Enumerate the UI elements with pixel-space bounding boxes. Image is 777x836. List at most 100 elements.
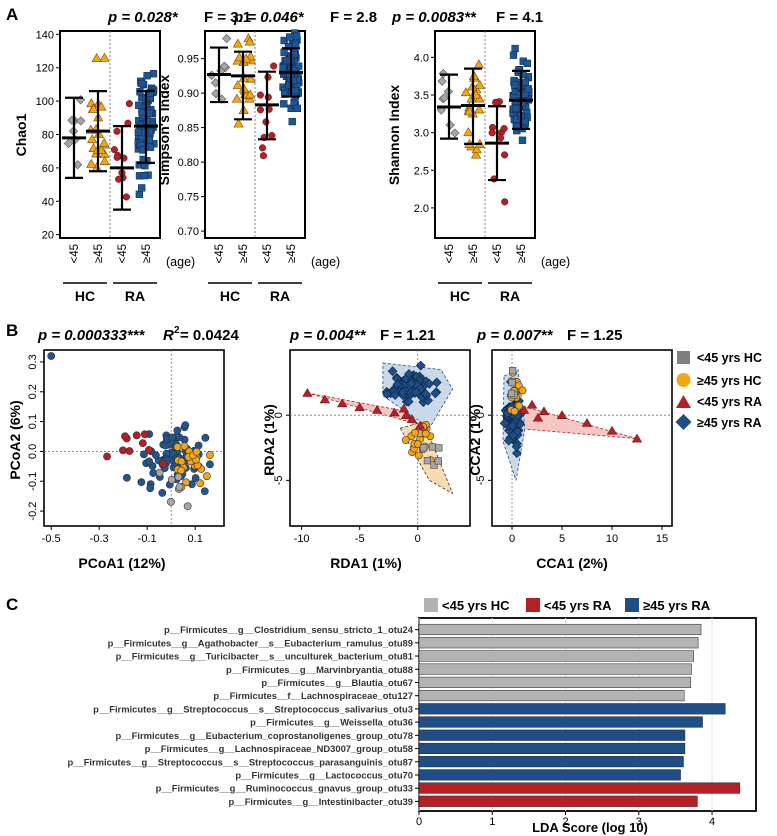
y-tick-label: 60 [42, 163, 54, 175]
data-point [222, 33, 232, 44]
y-tick-label: -5 [475, 475, 487, 485]
x-tick-label: 0 [415, 533, 421, 545]
data-point [196, 479, 205, 488]
data-point [507, 420, 518, 431]
legend-b-swatch-hc-lt45 [677, 351, 690, 364]
data-point [474, 104, 485, 114]
data-point [231, 93, 243, 103]
data-point [122, 193, 130, 201]
data-point [86, 158, 97, 168]
data-point [437, 76, 447, 86]
y-tick-label: 0.0 [27, 444, 39, 459]
data-point [387, 366, 398, 377]
data-point [434, 457, 442, 465]
y-tick-label: 4.0 [414, 52, 429, 64]
data-point [292, 40, 300, 49]
data-point [404, 369, 414, 379]
data-point [414, 440, 422, 448]
age-label: (age) [541, 255, 570, 269]
data-point [88, 103, 99, 113]
data-point [511, 44, 519, 53]
cca-ylabel: CCA2 (1%) [467, 404, 483, 476]
data-point [526, 399, 538, 409]
data-point [256, 91, 264, 99]
data-point [151, 451, 160, 460]
data-point [219, 61, 229, 71]
age-label: (age) [311, 255, 340, 269]
y-tick-label: 80 [42, 130, 54, 142]
y-tick-label: 3.5 [414, 90, 429, 102]
x-tick-label: ≥45 [93, 244, 105, 263]
x-tick-label: 1 [489, 816, 495, 828]
data-point [76, 116, 86, 126]
data-point [414, 420, 426, 430]
x-tick-label: 5 [559, 533, 565, 545]
data-point [294, 62, 303, 70]
data-point [279, 64, 287, 72]
y-tick-label: 0.95 [178, 54, 199, 66]
data-point [286, 33, 294, 41]
lda-bar [418, 769, 681, 781]
hull-ra-lt45 [508, 401, 638, 440]
x-tick-label: 10 [606, 533, 618, 545]
data-point [158, 489, 167, 497]
data-point [424, 378, 435, 389]
data-point [471, 144, 482, 154]
data-point [289, 76, 297, 85]
data-point [245, 89, 256, 99]
data-point [201, 433, 210, 442]
data-point [415, 360, 426, 371]
pcoa-title-p: p = 0.000333*** [37, 327, 145, 344]
data-point [155, 468, 164, 477]
data-point [403, 396, 414, 407]
lda-bar [418, 703, 726, 715]
lda-bar-label: p__Firmicutes__g__Turicibacter__s__uncul… [116, 651, 413, 662]
lda-bar-label: p__Firmicutes__g__Weissella_otu36 [250, 717, 413, 728]
data-point [389, 407, 400, 417]
panel-label-b: B [6, 321, 18, 340]
data-point [270, 62, 278, 70]
lda-legend-swatch-hc-lt45 [424, 598, 438, 612]
data-point [173, 426, 182, 435]
data-point [202, 472, 211, 481]
data-point [288, 117, 296, 126]
data-point [398, 403, 410, 413]
rda-title-p: p = 0.004** [289, 327, 367, 344]
data-point [258, 144, 267, 152]
data-point [103, 452, 111, 461]
age-label: (age) [166, 255, 195, 269]
pcoa-chart: p = 0.000333*** R 2 = 0.0424 PCoA1 (12%)… [7, 325, 239, 571]
x-tick-label: -5 [355, 533, 365, 545]
data-point [177, 466, 186, 475]
legend-b-ra-ge45: ≥45 yrs RA [697, 416, 762, 430]
data-point [175, 483, 184, 491]
chao1-title-f: F = 3.1 [204, 9, 251, 26]
x-tick-label: <45 [492, 244, 504, 264]
data-point [511, 448, 522, 459]
data-point [497, 134, 505, 142]
data-point [518, 404, 530, 414]
lda-bar-label: p__Firmicutes__g__Intestinibacter_otu39 [229, 796, 413, 807]
x-tick-label: <45 [214, 244, 226, 264]
data-point [464, 106, 475, 116]
y-tick-label: 3.0 [414, 128, 429, 140]
data-point [293, 104, 302, 113]
cca-xlabel: CCA1 (2%) [536, 555, 608, 571]
group-label-hc: HC [75, 288, 95, 304]
data-point [524, 85, 532, 93]
data-point [523, 59, 531, 68]
data-point [99, 137, 110, 147]
x-tick-label: <45 [262, 244, 274, 264]
x-tick-label: ≥45 [468, 244, 480, 263]
y-tick-label: 0.1 [27, 414, 39, 429]
data-point [138, 439, 147, 448]
lda-bar [418, 756, 684, 768]
simpson-chart: p = 0.046* F = 2.8 Simpson's Index 0.70 0… [156, 9, 377, 304]
data-point [122, 473, 131, 482]
lda-bar [418, 650, 694, 662]
lda-bar-label: p__Firmicutes__g__Ruminococcus_gnavus_gr… [156, 783, 413, 794]
data-point [511, 441, 522, 452]
data-point [460, 87, 472, 97]
data-point [507, 389, 516, 398]
